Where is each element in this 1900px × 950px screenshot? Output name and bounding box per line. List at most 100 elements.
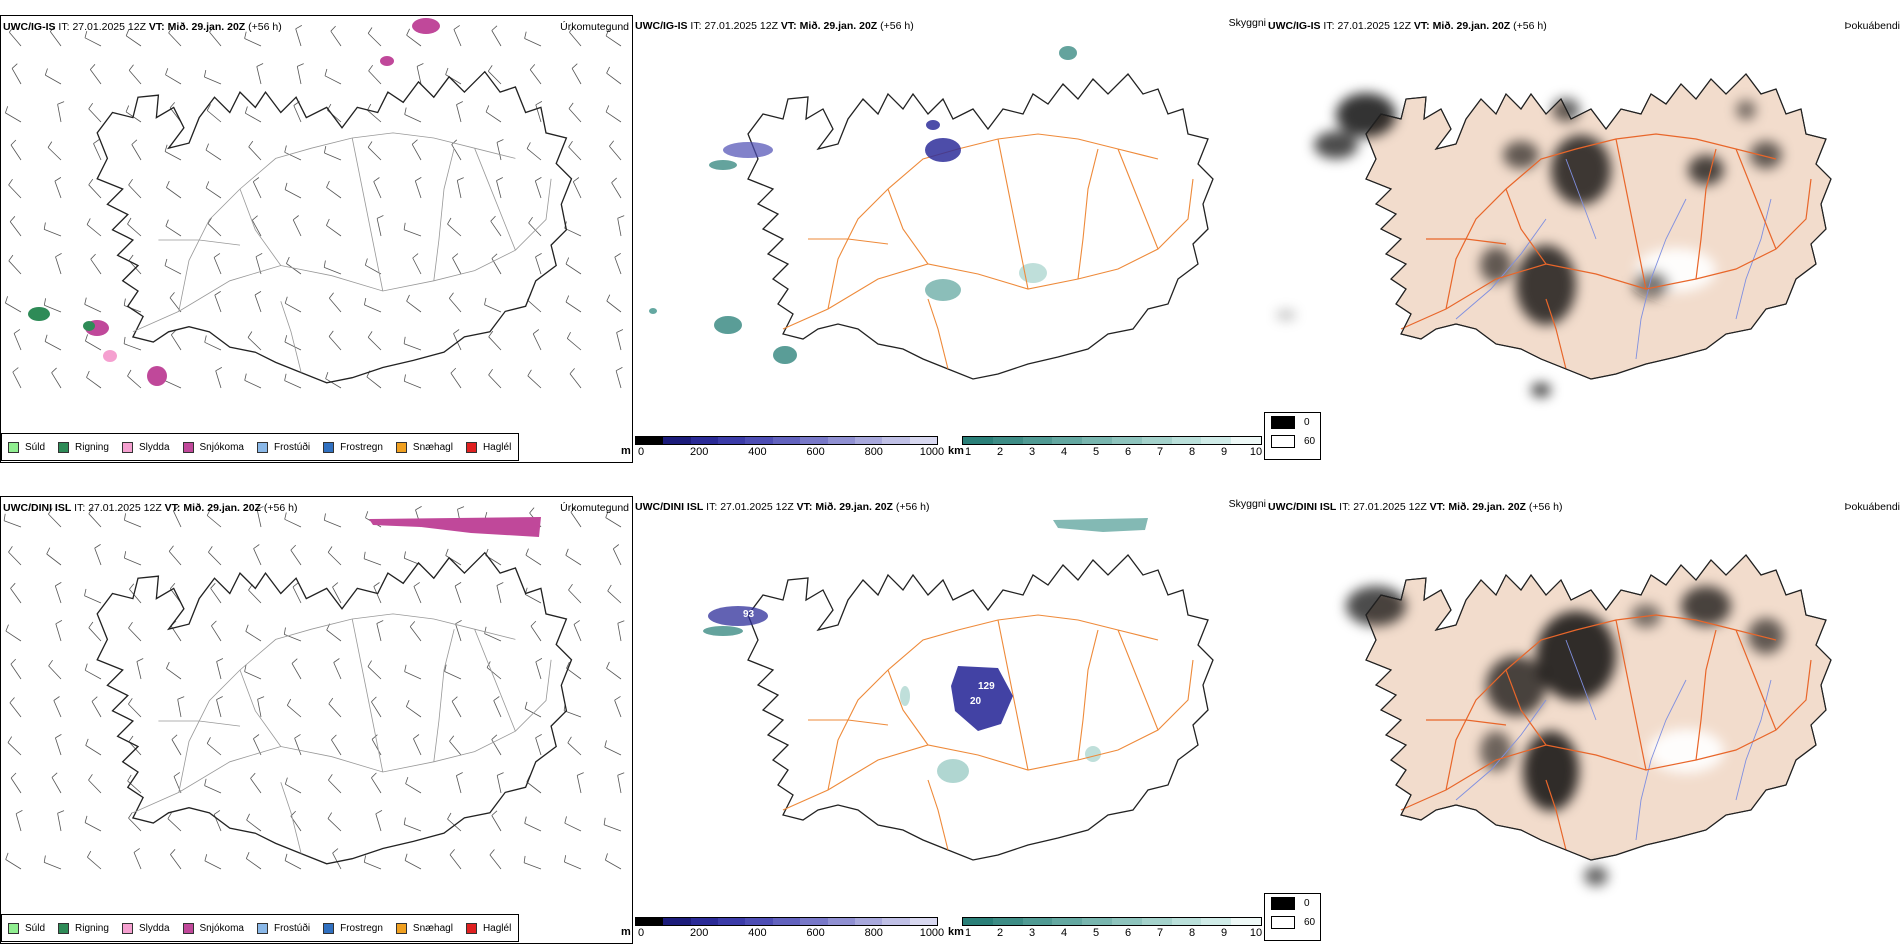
wind-barb: [448, 298, 462, 313]
wind-barb-flag: [85, 738, 89, 746]
wind-barb: [444, 671, 462, 680]
wind-barb-flag: [211, 620, 217, 627]
wind-barb: [403, 343, 422, 351]
wind-barb: [44, 304, 62, 313]
legend-label: Slydda: [138, 922, 170, 934]
legend-label: Snæhagl: [412, 922, 453, 934]
wind-barb: [57, 813, 62, 832]
wind-barb: [327, 552, 342, 566]
issue-time: 27.01.2025 12Z: [88, 502, 162, 514]
colorbar-segment: [827, 437, 855, 444]
colorbar-segment: [1201, 437, 1232, 444]
wind-barb-flag: [205, 143, 209, 151]
wind-barb-flag: [10, 139, 17, 146]
wind-barb-flag: [90, 64, 96, 70]
wind-barb: [284, 634, 302, 642]
wind-barb-flag: [129, 583, 135, 590]
wind-barb: [535, 104, 542, 123]
wind-barb-flag: [614, 696, 621, 701]
wind-barb: [295, 28, 302, 47]
wind-barb: [416, 66, 422, 85]
colorbar-segment: [1052, 437, 1083, 444]
wind-barb: [94, 547, 102, 566]
wind-barbs: [3, 506, 625, 870]
wind-barb-flag: [406, 28, 410, 36]
wind-barb-flag: [615, 367, 623, 372]
wind-barb-flag: [484, 626, 487, 634]
model-name: UWC/IG-IS: [3, 21, 56, 33]
wind-barb: [55, 623, 62, 642]
colorbar-segment: [636, 918, 664, 925]
visibility-panel-row1: UWC/IG-IS IT: 27.01.2025 12Z VT: Mið. 29…: [621, 15, 1266, 463]
wind-barb: [245, 631, 262, 642]
wind-barb: [171, 739, 182, 756]
colorbar-tick-label: 400: [748, 927, 767, 939]
wind-barb-flag: [328, 697, 334, 705]
wind-barb: [332, 852, 342, 870]
legend-swatch: [58, 922, 70, 934]
issue-time: 27.01.2025 12Z: [704, 20, 778, 32]
colorbar-segment: [800, 918, 828, 925]
wind-barb: [170, 334, 182, 351]
wind-barb: [326, 225, 342, 237]
wind-barb: [451, 144, 462, 161]
colorbar-tick-label: 10: [1249, 927, 1263, 939]
wind-barb-flag: [325, 371, 329, 379]
wind-barb: [534, 180, 542, 199]
wind-barb-flag: [284, 145, 287, 153]
issue-time: 27.01.2025 12Z: [1337, 20, 1411, 32]
wind-barb: [614, 700, 622, 718]
wind-barb: [47, 147, 62, 161]
wind-barb-flag: [173, 506, 180, 512]
wind-barb-flag: [364, 258, 368, 266]
wind-barb: [375, 813, 382, 832]
wind-barb: [406, 300, 422, 313]
colorbar-unit: km: [948, 445, 964, 457]
wind-barb-flag: [328, 330, 334, 337]
wind-barb-flag: [8, 178, 13, 186]
wind-barb: [404, 671, 422, 680]
wind-barb: [526, 781, 542, 794]
colorbar-segment: [992, 918, 1023, 925]
wind-barb: [89, 69, 102, 85]
wind-barb-flag: [88, 774, 93, 781]
wind-barb-flag: [284, 296, 288, 304]
legend-label: Súld: [25, 922, 46, 934]
model-name: UWC/IG-IS: [635, 20, 688, 32]
wind-barb: [204, 341, 222, 351]
wind-barb: [127, 780, 142, 794]
wind-barb-flag: [44, 334, 48, 342]
wind-barb-flag: [55, 253, 62, 258]
wind-barb: [617, 218, 622, 237]
wind-barb: [445, 74, 462, 85]
fog-legend-value: 60: [1304, 436, 1316, 447]
wind-barb-flag: [451, 139, 458, 145]
wind-barb-flag: [166, 180, 170, 188]
wind-barb-flag: [493, 696, 500, 701]
wind-barb-flag: [371, 734, 378, 740]
wind-barb-flag: [403, 222, 406, 230]
issue-time: 27.01.2025 12Z: [720, 501, 794, 513]
colorbar-tick-label: 8: [1188, 446, 1196, 458]
fog-legend-row: 0: [1271, 413, 1320, 432]
wind-barb: [326, 187, 342, 199]
colorbar-ticks: 1 2 3 4 5 6 7 8 9 10: [962, 926, 1262, 940]
wind-barb-flag: [604, 740, 607, 748]
wind-barb-flag: [205, 181, 210, 189]
wind-barb: [10, 588, 22, 604]
wind-barb: [8, 551, 22, 566]
wind-barb: [207, 223, 222, 237]
wind-barb-flag: [568, 583, 573, 591]
iceland-map-precip-row1: [5, 18, 625, 389]
wind-barb: [571, 68, 582, 85]
wind-barb-flag: [84, 297, 87, 305]
wind-barb-flag: [617, 215, 625, 219]
wind-barb-flag: [569, 368, 575, 374]
wind-barb-flag: [297, 63, 304, 67]
colorbar-tick-label: 1: [964, 927, 972, 939]
wind-barb-flag: [451, 696, 458, 702]
wind-barb: [324, 152, 342, 161]
wind-barb-flag: [457, 506, 465, 510]
legend-item: Snæhagl: [395, 922, 453, 934]
wind-barb: [167, 818, 182, 832]
